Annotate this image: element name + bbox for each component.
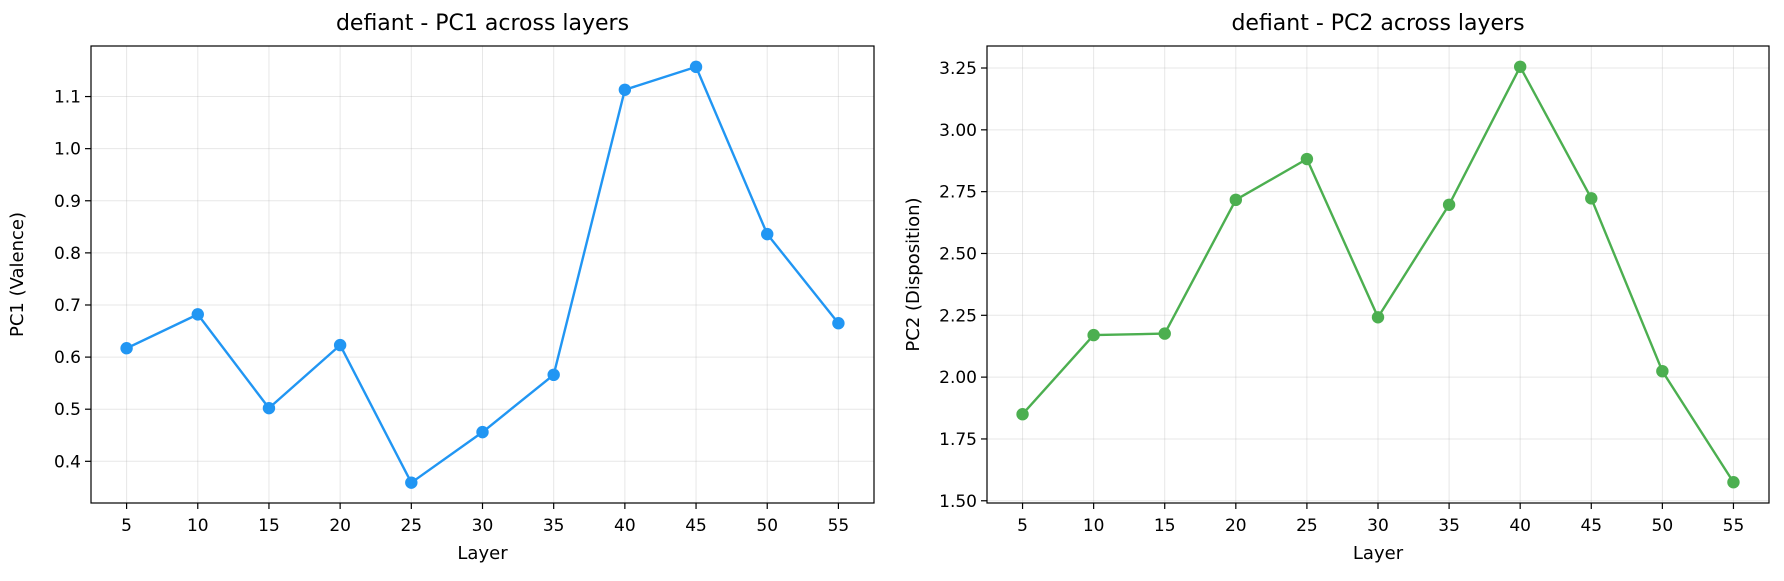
- data-point: [1513, 60, 1527, 73]
- x-tick-label: 40: [614, 516, 636, 536]
- data-point: [120, 342, 133, 355]
- x-tick-label: 25: [400, 516, 422, 536]
- y-tick-label: 2.75: [939, 183, 977, 203]
- data-point: [547, 368, 560, 382]
- plot-frame: [90, 45, 875, 504]
- x-axis-label: Layer: [1353, 543, 1404, 564]
- data-point: [1371, 311, 1385, 324]
- data-point: [618, 83, 632, 96]
- y-tick-label: 1.1: [54, 88, 81, 108]
- data-point: [689, 60, 703, 74]
- y-tick-label: 0.6: [54, 348, 81, 368]
- x-tick-label: 45: [1580, 516, 1602, 536]
- data-point: [1585, 192, 1598, 205]
- chart-panel-1: 5 10 15 20 25 30 35 40 45 50 55 0.4 0.5 0.6 0.7 0.8 0.9 1…: [7, 11, 875, 564]
- chart-panel-2: 5 10 15 20 25 30 35 40 45 50 55 1.50 1.75 2.00 2.25 2.5…: [903, 11, 1770, 564]
- y-tick-label: 1.50: [939, 492, 977, 512]
- x-tick-label: 15: [1154, 516, 1176, 536]
- chart-title: defiant - PC1 across layers: [336, 11, 629, 36]
- data-point: [1087, 328, 1100, 342]
- y-tick-label: 3.00: [939, 121, 977, 141]
- data-point: [1727, 476, 1740, 489]
- y-tick-label: 3.25: [939, 59, 977, 79]
- data-point: [1229, 193, 1243, 207]
- x-tick-label: 10: [1083, 516, 1105, 536]
- data-point: [1300, 152, 1314, 166]
- y-tick-label: 0.5: [54, 400, 81, 420]
- x-tick-label: 25: [1296, 516, 1318, 536]
- y-tick-label: 1.0: [54, 140, 81, 160]
- y-tick-label: 0.8: [54, 244, 81, 264]
- x-tick-label: 55: [828, 516, 850, 536]
- y-tick-label: 0.7: [54, 296, 81, 316]
- x-tick-label: 10: [187, 516, 209, 536]
- x-tick-label: 35: [543, 516, 565, 536]
- x-tick-label: 5: [121, 516, 132, 536]
- x-tick-label: 45: [685, 516, 707, 536]
- y-tick-label: 1.75: [939, 430, 977, 450]
- data-point: [476, 425, 489, 439]
- y-tick-label: 2.50: [939, 244, 977, 264]
- data-point: [1158, 327, 1171, 340]
- x-tick-label: 20: [1225, 516, 1247, 536]
- x-tick-label: 15: [258, 516, 280, 536]
- plot-frame: [986, 45, 1770, 504]
- x-tick-label: 30: [1367, 516, 1389, 536]
- chart-title: defiant - PC2 across layers: [1231, 11, 1524, 36]
- x-tick-label: 35: [1438, 516, 1460, 536]
- data-point: [1656, 364, 1669, 378]
- data-point: [333, 338, 347, 352]
- x-tick-label: 55: [1723, 516, 1745, 536]
- y-axis-label: PC2 (Disposition): [903, 197, 924, 351]
- x-tick-label: 30: [472, 516, 494, 536]
- x-tick-label: 5: [1017, 516, 1028, 536]
- data-point: [262, 401, 276, 415]
- data-point: [1442, 198, 1456, 211]
- x-tick-label: 20: [329, 516, 351, 536]
- x-tick-label: 50: [1652, 516, 1674, 536]
- data-point: [191, 308, 204, 321]
- data-point: [405, 476, 418, 489]
- y-tick-label: 2.25: [939, 306, 977, 326]
- y-tick-label: 2.00: [939, 368, 977, 388]
- data-point: [761, 227, 774, 241]
- y-tick-label: 0.9: [54, 192, 81, 212]
- y-tick-label: 0.4: [54, 452, 81, 472]
- x-tick-label: 40: [1509, 516, 1531, 536]
- x-tick-label: 50: [756, 516, 778, 536]
- x-axis-label: Layer: [457, 543, 508, 564]
- data-point: [1016, 408, 1029, 421]
- y-axis-label: PC1 (Valence): [7, 212, 28, 337]
- data-point: [832, 317, 845, 330]
